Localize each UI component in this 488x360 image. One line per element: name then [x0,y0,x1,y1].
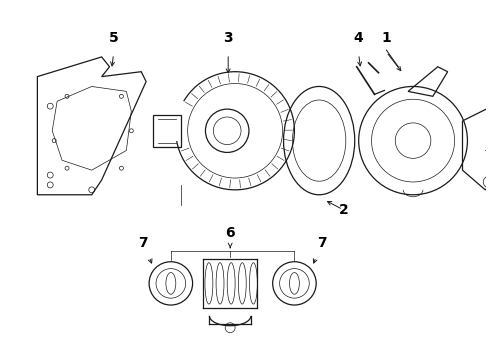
Text: 7: 7 [317,236,326,250]
Text: 6: 6 [225,226,235,240]
Text: 5: 5 [108,31,118,45]
Bar [153,115,181,147]
Text: 3: 3 [223,31,232,45]
Text: 1: 1 [381,31,390,45]
Text: 2: 2 [338,203,348,217]
Text: 4: 4 [353,31,363,45]
Text: 7: 7 [138,236,148,250]
